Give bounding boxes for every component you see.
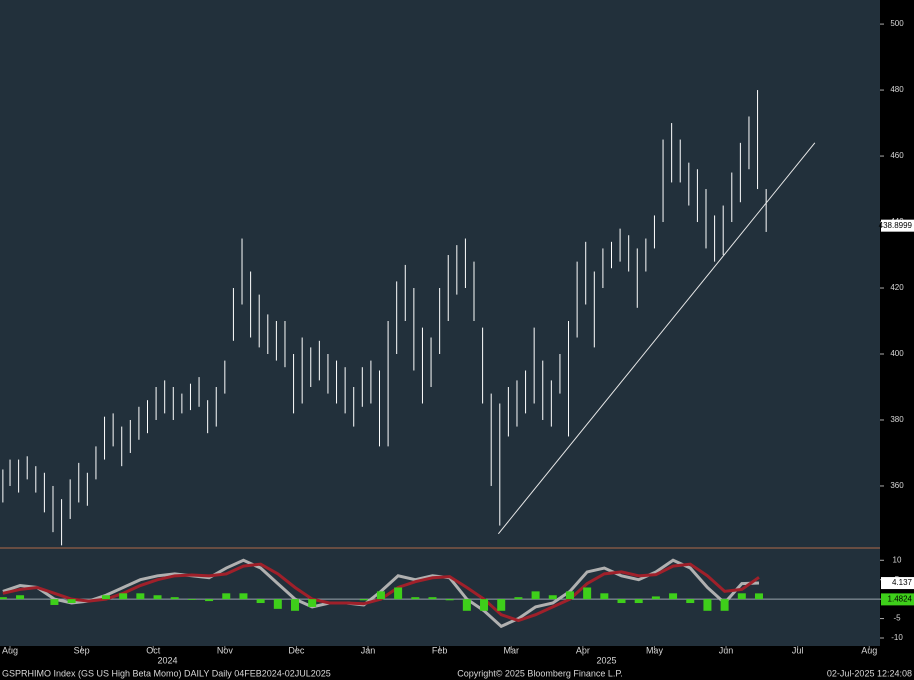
x-tick-label: Apr [576, 645, 590, 655]
histogram-bar [239, 593, 248, 600]
histogram-bar [737, 593, 746, 600]
y-tick-label: 360 [890, 481, 904, 490]
y-tick-label: -10 [891, 633, 903, 642]
x-tick-label: Jul [792, 645, 804, 655]
last-value-label: 4.137 [892, 578, 913, 587]
histogram-bar [703, 599, 712, 611]
histogram-bar [170, 597, 179, 600]
histogram-bar [583, 587, 592, 600]
histogram-bar [205, 599, 214, 602]
footer-left: GSPRHIMO Index (GS US High Beta Momo) DA… [2, 668, 331, 678]
last-value-label: 1.4824 [888, 594, 913, 603]
year-label: 2024 [158, 655, 178, 665]
histogram-bar [308, 599, 317, 607]
histogram-bar [101, 595, 110, 600]
histogram-bar [651, 596, 660, 600]
indicator-line [2, 558, 760, 629]
histogram-bar [67, 599, 76, 604]
y-tick-label: 10 [893, 555, 902, 564]
histogram-bar [514, 597, 523, 600]
year-label: 2025 [596, 655, 616, 665]
y-tick-label: 380 [890, 415, 904, 424]
histogram-bar [411, 597, 420, 600]
histogram-bar [669, 593, 678, 600]
histogram-bar [720, 599, 729, 611]
histogram-bar [600, 593, 609, 600]
x-tick-label: Aug [861, 645, 877, 655]
axis-strip [880, 0, 914, 646]
x-tick-label: Dec [288, 645, 305, 655]
y-tick-label: 400 [890, 349, 904, 358]
histogram-bar [394, 587, 403, 600]
histogram-bar [187, 599, 196, 600]
last-value-box [881, 577, 914, 590]
footer-right: 02-Jul-2025 12:24:08 [827, 668, 912, 678]
histogram-bar [16, 595, 25, 600]
last-price-label: 438.8999 [879, 221, 913, 230]
histogram-bar [222, 593, 231, 600]
histogram-bar [359, 599, 368, 601]
histogram-bar [376, 591, 385, 600]
histogram-bar [273, 599, 282, 609]
last-price-box [881, 219, 914, 232]
histogram-bar [136, 593, 145, 600]
y-tick-label: 480 [890, 85, 904, 94]
y-tick-label: -5 [893, 614, 901, 623]
x-tick-label: Aug [2, 645, 18, 655]
histogram-bar [497, 599, 506, 611]
x-tick-label: Sep [74, 645, 90, 655]
last-value-box [881, 593, 914, 606]
histogram-bar [153, 595, 162, 600]
histogram-bar [50, 599, 59, 605]
x-tick-label: Nov [217, 645, 234, 655]
histogram-bar [686, 599, 695, 604]
x-tick-label: May [646, 645, 664, 655]
histogram-bar [634, 599, 643, 604]
histogram-bar [480, 599, 489, 611]
histogram-bar [445, 599, 454, 601]
histogram-bar [428, 597, 437, 600]
y-tick-label: 460 [890, 151, 904, 160]
histogram-bar [0, 597, 7, 600]
x-tick-label: Jun [719, 645, 734, 655]
trendline [497, 142, 816, 535]
indicator-line [2, 562, 760, 623]
y-tick-label: 500 [890, 19, 904, 28]
x-tick-label: Feb [432, 645, 448, 655]
histogram-bar [119, 593, 128, 600]
x-tick-label: Mar [503, 645, 519, 655]
histogram-bar [565, 591, 574, 600]
histogram-bar [256, 599, 265, 604]
histogram-bar [291, 599, 300, 611]
y-tick-label: 420 [890, 283, 904, 292]
footer-center: Copyright© 2025 Bloomberg Finance L.P. [457, 668, 623, 678]
histogram-bar [754, 593, 763, 600]
histogram-bar [531, 591, 540, 600]
x-tick-label: Jan [361, 645, 376, 655]
histogram-bar [548, 595, 557, 600]
x-tick-label: Oct [146, 645, 161, 655]
histogram-bar [462, 599, 471, 611]
histogram-bar [617, 599, 626, 604]
